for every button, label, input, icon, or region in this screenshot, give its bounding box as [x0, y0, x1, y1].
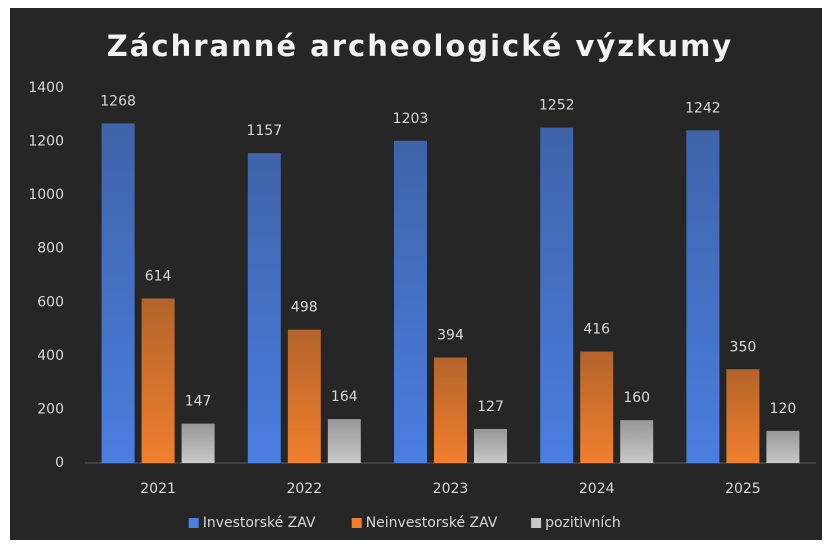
bar — [474, 428, 507, 463]
data-label: 1268 — [100, 93, 136, 109]
y-tick-label: 0 — [55, 455, 64, 471]
data-label: 416 — [583, 322, 610, 338]
y-tick-label: 1400 — [28, 80, 64, 96]
data-label: 350 — [730, 339, 757, 355]
bar — [686, 130, 720, 464]
data-label: 164 — [331, 389, 358, 405]
data-label: 498 — [291, 300, 318, 316]
x-tick-label: 2021 — [140, 481, 176, 497]
y-tick-label: 1000 — [28, 187, 64, 203]
y-tick-label: 200 — [37, 401, 64, 417]
bar — [580, 351, 614, 463]
y-tick-label: 800 — [37, 241, 64, 257]
legend-label: Neinvestorské ZAV — [366, 515, 498, 531]
legend-swatch — [351, 518, 362, 528]
legend-label: pozitivních — [545, 515, 621, 531]
y-tick-label: 600 — [37, 294, 64, 310]
data-label: 147 — [185, 394, 212, 410]
data-label: 160 — [623, 390, 650, 406]
legend-swatch — [531, 518, 542, 528]
legend-swatch — [188, 518, 199, 528]
legend-label: Investorské ZAV — [203, 515, 316, 531]
bar — [394, 140, 427, 463]
bar — [327, 419, 361, 463]
bar — [247, 153, 281, 463]
data-label: 1157 — [246, 123, 282, 139]
data-label: 127 — [477, 399, 504, 415]
x-tick-label: 2024 — [579, 481, 615, 497]
bar — [540, 127, 574, 464]
y-tick-label: 1200 — [28, 134, 64, 150]
x-tick-label: 2022 — [286, 481, 322, 497]
data-label: 1242 — [685, 100, 721, 116]
data-label: 394 — [437, 327, 464, 343]
bar — [620, 420, 654, 463]
bar — [141, 298, 175, 463]
x-tick-label: 2025 — [725, 481, 761, 497]
y-tick-label: 400 — [37, 348, 64, 364]
data-label: 1203 — [393, 111, 429, 127]
data-label: 1252 — [539, 98, 575, 114]
bar — [766, 430, 800, 463]
data-label: 120 — [770, 401, 797, 417]
bar — [101, 123, 135, 463]
x-tick-label: 2023 — [433, 481, 469, 497]
bar — [287, 329, 321, 463]
chart-title: Záchranné archeologické výzkumy — [107, 29, 733, 63]
bar — [181, 423, 215, 463]
data-label: 614 — [145, 269, 172, 285]
bar — [434, 357, 467, 463]
bar — [726, 369, 760, 463]
